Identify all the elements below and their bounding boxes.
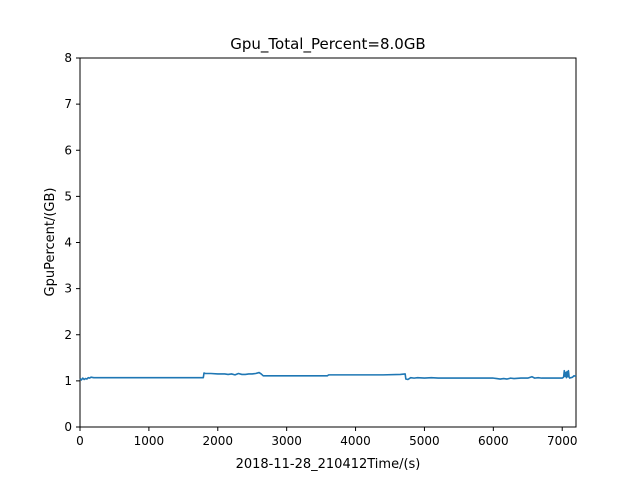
y-tick-label: 1 — [64, 374, 72, 388]
y-axis: 0 1 2 3 4 5 6 7 8 — [64, 51, 80, 434]
chart-title: Gpu_Total_Percent=8.0GB — [230, 35, 425, 54]
y-tick-label: 8 — [64, 51, 72, 65]
x-tick-label: 7000 — [547, 434, 578, 448]
y-tick-label: 3 — [64, 282, 72, 296]
x-tick-label: 1000 — [134, 434, 165, 448]
y-tick-label: 0 — [64, 420, 72, 434]
y-axis-label: GpuPercent/(GB) — [43, 188, 58, 297]
series-layer — [79, 369, 577, 381]
x-tick-label: 5000 — [409, 434, 440, 448]
y-tick-label: 2 — [64, 328, 72, 342]
y-tick-label: 7 — [64, 97, 72, 111]
x-tick-label: 3000 — [271, 434, 302, 448]
x-tick-label: 4000 — [340, 434, 371, 448]
x-tick-label: 6000 — [478, 434, 509, 448]
x-tick-label: 0 — [76, 434, 84, 448]
plot-area — [79, 57, 577, 428]
x-axis-label: 2018-11-28_210412Time/(s) — [236, 457, 421, 472]
y-tick-label: 6 — [64, 143, 72, 157]
series-line-0 — [79, 369, 577, 381]
x-tick-label: 2000 — [203, 434, 234, 448]
plot-frame — [79, 57, 577, 428]
y-tick-label: 5 — [64, 189, 72, 203]
x-axis: 0 1000 2000 3000 4000 5000 6000 7000 — [76, 427, 577, 448]
y-tick-label: 4 — [64, 236, 72, 250]
